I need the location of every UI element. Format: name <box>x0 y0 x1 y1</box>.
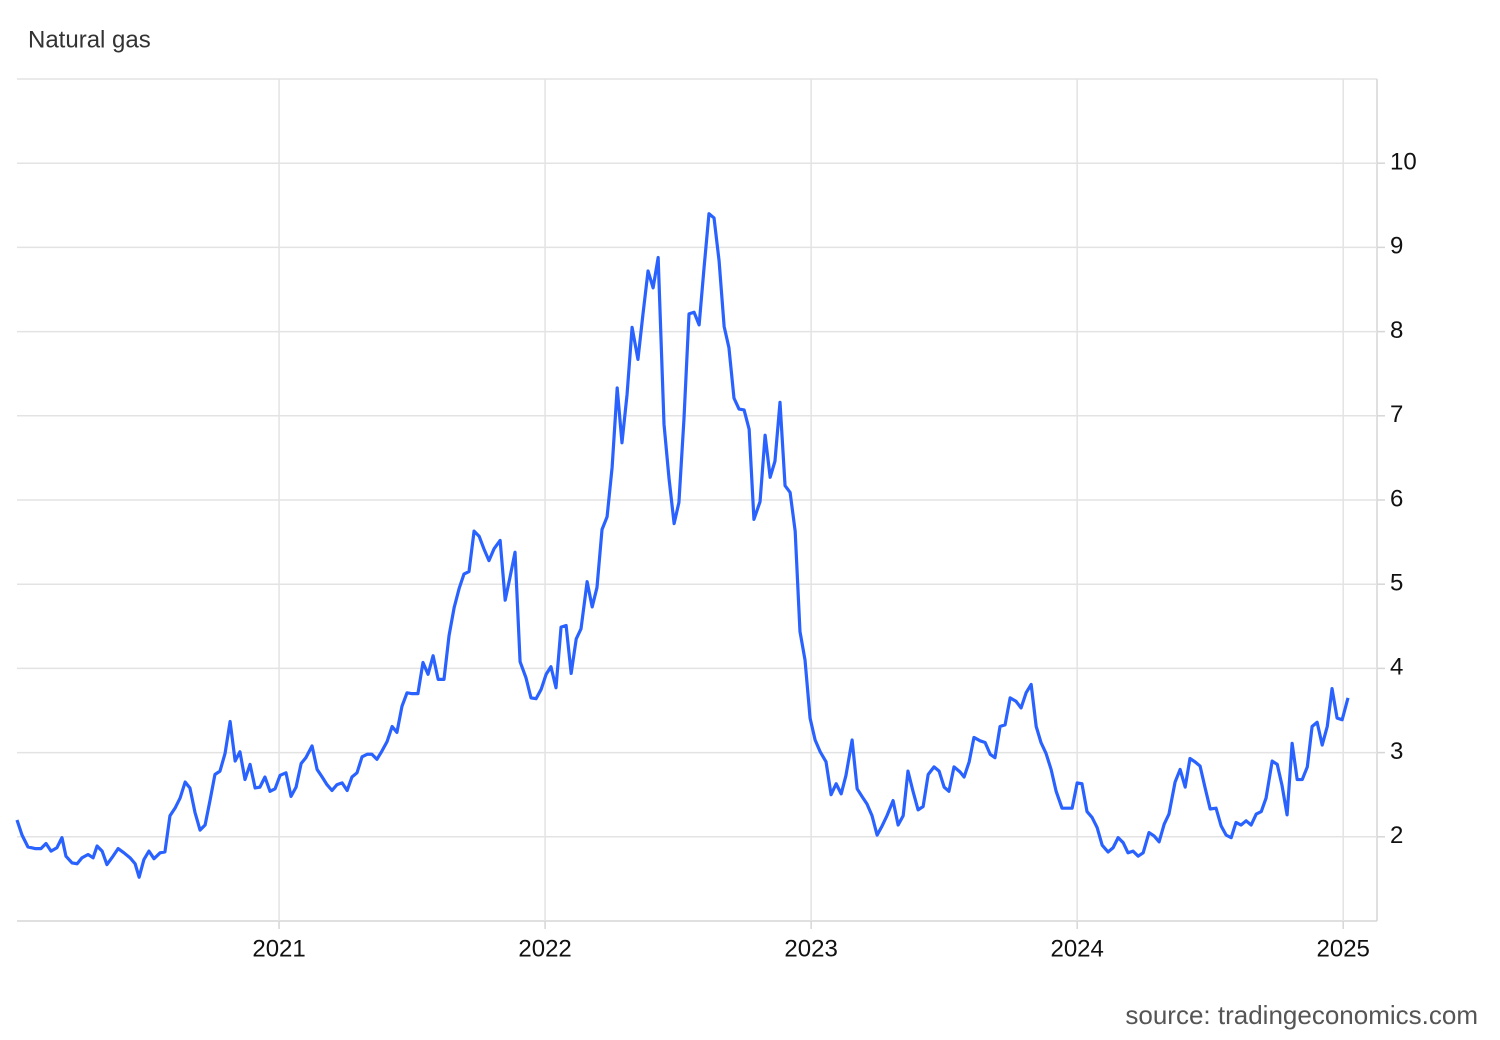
x-tick-label: 2023 <box>784 935 837 962</box>
y-tick-label: 10 <box>1390 149 1417 176</box>
y-tick-label: 5 <box>1390 570 1403 597</box>
x-tick-label: 2024 <box>1050 935 1103 962</box>
y-tick-label: 6 <box>1390 485 1403 512</box>
y-tick-label: 3 <box>1390 738 1403 765</box>
x-tick-label: 2022 <box>518 935 571 962</box>
source-note: source: tradingeconomics.com <box>1125 1000 1478 1030</box>
x-tick-label: 2021 <box>252 935 305 962</box>
y-tick-label: 8 <box>1390 317 1403 344</box>
y-tick-label: 7 <box>1390 401 1403 428</box>
y-tick-label: 2 <box>1390 822 1403 849</box>
y-tick-label: 9 <box>1390 233 1403 260</box>
price-line <box>15 212 1350 879</box>
x-tick-label: 2025 <box>1317 935 1370 962</box>
chart-title: Natural gas <box>28 26 151 53</box>
y-tick-label: 4 <box>1390 654 1403 681</box>
